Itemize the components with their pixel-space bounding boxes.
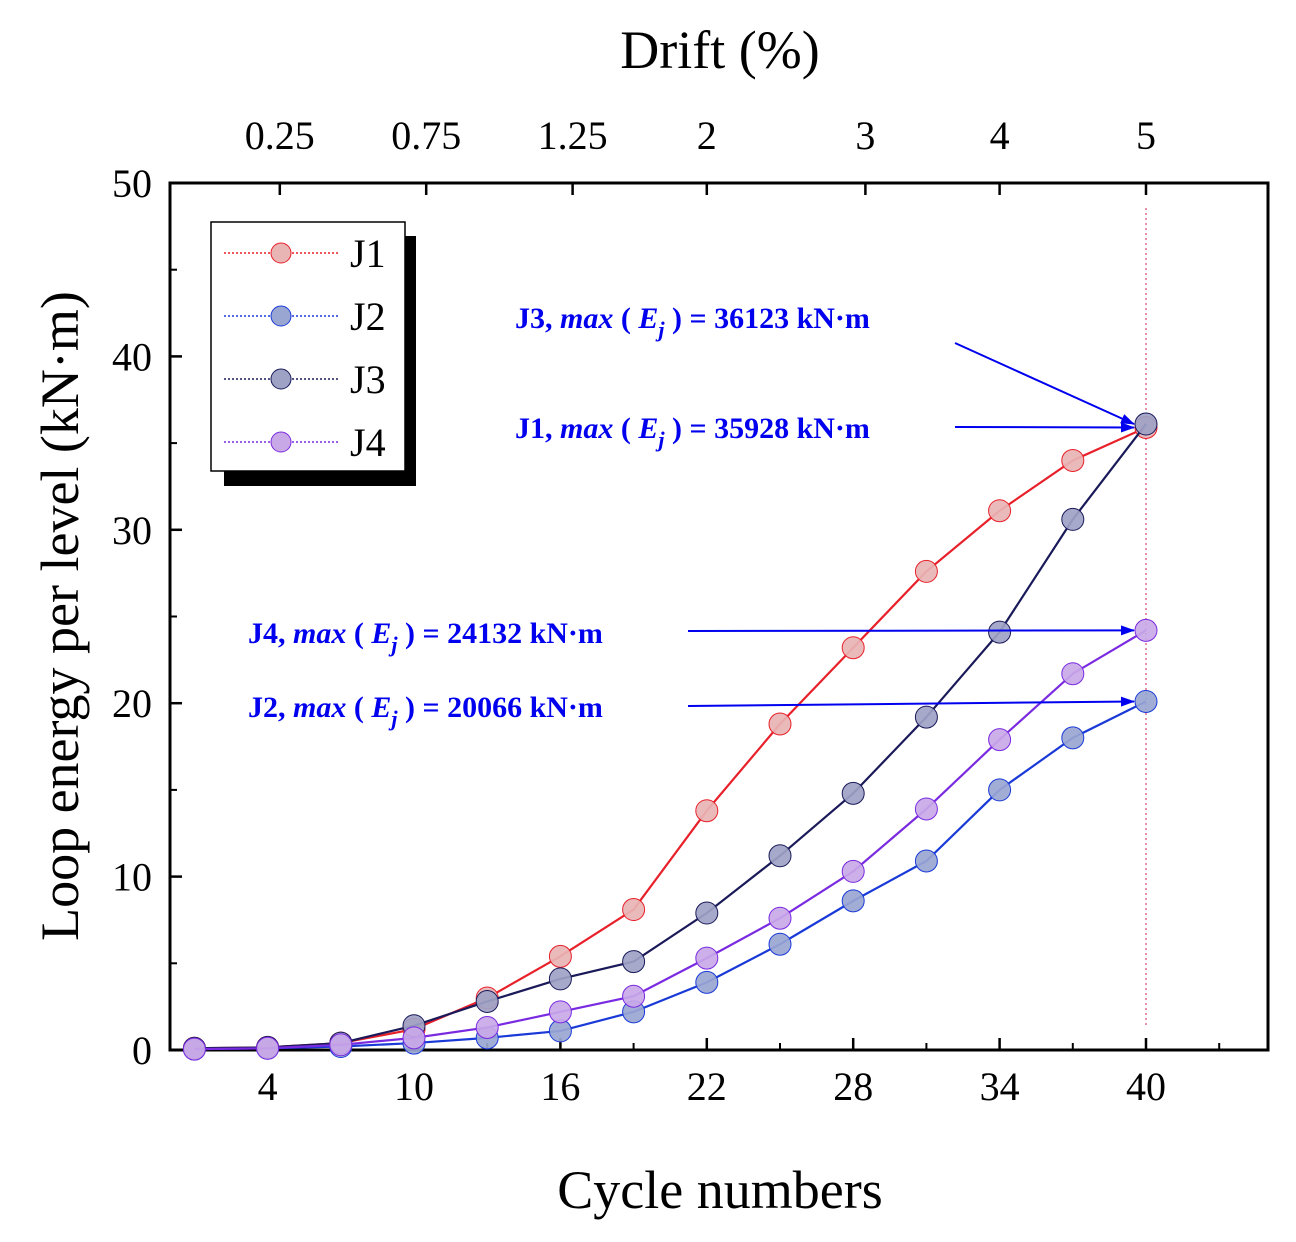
data-point [914,849,938,873]
data-point [1134,618,1158,642]
x-tick-label: 4 [258,1064,278,1109]
top-tick-label: 0.25 [245,113,315,158]
legend-item-j1: J1 [224,231,386,276]
annotation-label: J1, max ( Ej ) = 35928 kN·m [515,412,870,452]
data-point [622,984,646,1008]
annotation-arrow [954,342,1135,425]
data-point [1061,448,1085,472]
series-j2 [182,689,1158,1061]
data-point [914,797,938,821]
annotation-arrow [687,696,1135,707]
y-tick-label: 20 [112,681,152,726]
x-tick-label: 22 [687,1064,727,1109]
y-tick-label: 10 [112,855,152,900]
data-point [768,712,792,736]
y-tick-label: 30 [112,508,152,553]
top-tick-label: 1.25 [538,113,608,158]
data-point [914,559,938,583]
data-point [914,705,938,729]
y-tick-label: 50 [112,161,152,206]
data-point [988,728,1012,752]
series-layer [182,412,1158,1061]
data-point [841,636,865,660]
annotation-arrow [687,625,1135,636]
annotation-j2: J2, max ( Ej ) = 20066 kN·m [248,691,1135,731]
data-point [695,946,719,970]
annotation-label: J3, max ( Ej ) = 36123 kN·m [515,302,870,342]
x-tick-label: 16 [540,1064,580,1109]
data-point [475,1015,499,1039]
legend-label: J2 [350,294,386,339]
data-point [548,967,572,991]
data-point [841,889,865,913]
top-tick-label: 4 [990,113,1010,158]
data-point [1134,689,1158,713]
top-tick-label: 2 [697,113,717,158]
data-point [1061,507,1085,531]
top-tick-label: 5 [1136,113,1156,158]
annotation-label: J4, max ( Ej ) = 24132 kN·m [248,617,603,657]
annotation-label: J2, max ( Ej ) = 20066 kN·m [248,691,603,731]
annotation-j1: J1, max ( Ej ) = 35928 kN·m [515,412,1135,452]
legend-item-j4: J4 [224,420,386,465]
y-tick-label: 0 [132,1028,152,1073]
top-axis-title: Drift (%) [620,20,819,80]
data-point [548,1000,572,1024]
legend-marker [270,242,292,264]
y-tick-label: 40 [112,334,152,379]
data-point [841,781,865,805]
data-point [256,1036,280,1060]
data-point [475,989,499,1013]
series-j4 [182,618,1158,1061]
legend-marker [270,368,292,390]
legend-marker [270,431,292,453]
data-point [988,499,1012,523]
top-tick-label: 3 [855,113,875,158]
data-point [695,970,719,994]
y-axis-title: Loop energy per level (kN·m) [30,291,90,941]
data-point [548,944,572,968]
data-point [622,898,646,922]
data-point [402,1026,426,1050]
data-point [988,778,1012,802]
x-axis-title: Cycle numbers [557,1160,882,1220]
data-point [695,901,719,925]
legend-marker [270,305,292,327]
data-point [768,932,792,956]
annotation-j4: J4, max ( Ej ) = 24132 kN·m [248,617,1135,657]
top-tick-label: 0.75 [391,113,461,158]
legend: J1 J2 J3 J4 [210,221,416,486]
legend-box [210,221,406,472]
data-point [1061,726,1085,750]
series-line [194,700,1147,1051]
series-line [194,423,1147,1050]
legend-item-j3: J3 [224,357,386,402]
data-point [768,906,792,930]
data-point [329,1033,353,1057]
legend-label: J1 [350,231,386,276]
legend-label: J3 [350,357,386,402]
axis-titles: Drift (%) Cycle numbers Loop energy per … [30,20,883,1220]
legend-label: J4 [350,420,386,465]
annotation-layer: J3, max ( Ej ) = 36123 kN·m J1, max ( Ej … [248,302,1135,731]
series-line [194,629,1147,1051]
data-point [988,620,1012,644]
data-point [1134,412,1158,436]
x-tick-label: 10 [394,1064,434,1109]
data-point [695,799,719,823]
data-point [622,950,646,974]
data-point [182,1037,206,1061]
x-tick-label: 28 [833,1064,873,1109]
data-point [768,844,792,868]
data-point [841,859,865,883]
x-tick-label: 40 [1126,1064,1166,1109]
annotation-j3: J3, max ( Ej ) = 36123 kN·m [515,302,1135,425]
data-point [1061,662,1085,686]
x-tick-label: 34 [980,1064,1020,1109]
legend-item-j2: J2 [224,294,386,339]
